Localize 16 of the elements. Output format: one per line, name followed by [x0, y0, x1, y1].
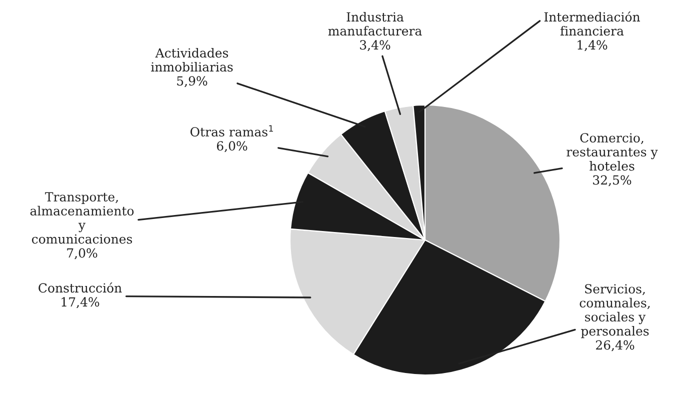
data-label: 32,5%	[593, 175, 632, 186]
slice-label: Otras ramas$^{1}$	[190, 125, 273, 137]
slice-label: Comercio, restaurantes y hoteles	[566, 133, 658, 171]
data-label: 7,0%	[67, 248, 98, 260]
slice-label: Transporte, almacenamiento y comunicaciones	[30, 192, 134, 244]
slice-label: Industria manufacturera	[328, 12, 422, 36]
slice-label: Actividades inmobiliarias	[151, 48, 233, 72]
data-label: 5,9%	[177, 76, 208, 88]
data-label: 6,0%	[216, 141, 248, 152]
data-label: 1,4%	[578, 40, 608, 52]
slice-label: Construcción	[38, 282, 122, 293]
slice-label: Servicios, comunales, sociales y personales	[580, 284, 650, 338]
slice-label: Intermediación financiera	[544, 11, 640, 36]
data-label: 17,4%	[62, 297, 100, 308]
data-label: 3,4%	[360, 40, 390, 52]
data-label: 26,4%	[596, 340, 634, 352]
